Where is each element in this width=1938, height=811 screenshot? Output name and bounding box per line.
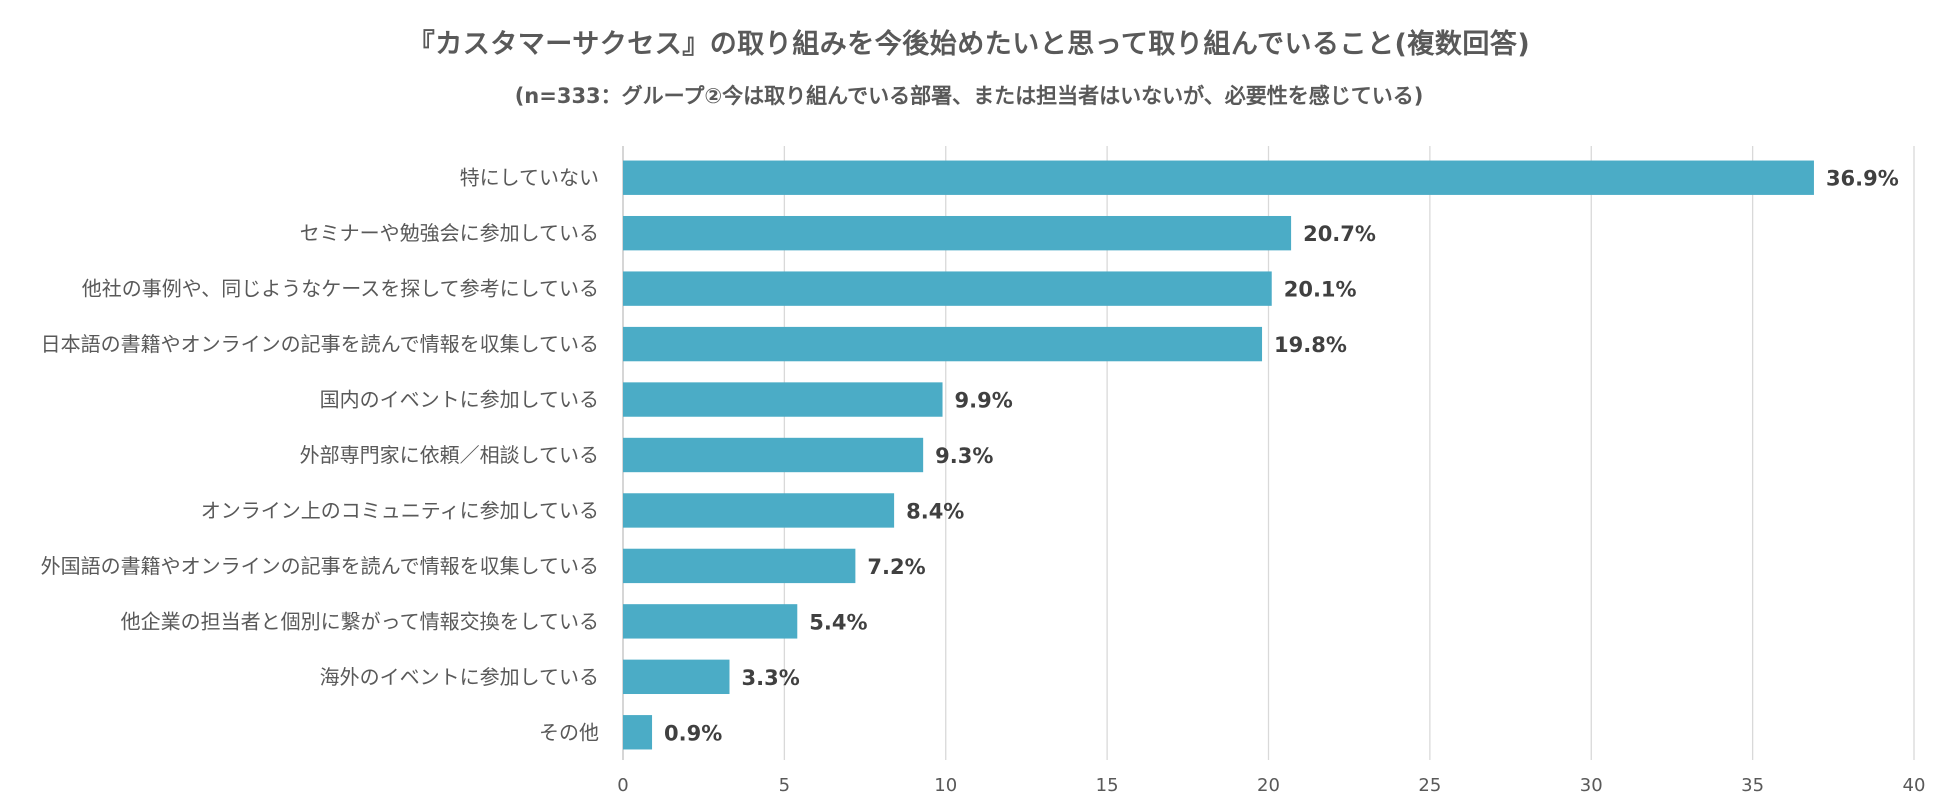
- category-label: 特にしていない: [460, 166, 599, 190]
- x-tick-label: 10: [934, 775, 957, 796]
- data-label: 8.4%: [906, 499, 964, 523]
- x-tick-label: 15: [1096, 775, 1119, 796]
- bar: [623, 493, 895, 528]
- bar: [623, 271, 1272, 306]
- bar: [623, 548, 856, 584]
- bar: [623, 604, 798, 639]
- data-label: 5.4%: [809, 610, 867, 634]
- category-label: オンライン上のコミュニティに参加している: [201, 498, 599, 522]
- category-label: その他: [539, 720, 599, 744]
- data-label: 19.8%: [1274, 333, 1347, 357]
- data-label: 9.9%: [955, 389, 1013, 413]
- chart-subtitle: (n=333：グループ②今は取り組んでいる部署、または担当者はいないが、必要性を…: [514, 84, 1424, 108]
- data-label: 20.1%: [1284, 278, 1357, 302]
- category-label: 他企業の担当者と個別に繋がって情報交換をしている: [121, 609, 599, 633]
- chart-title: 『カスタマーサクセス』の取り組みを今後始めたいと思って取り組んでいること(複数回…: [407, 29, 1531, 60]
- x-tick-label: 30: [1580, 775, 1603, 796]
- bar: [623, 715, 653, 750]
- bar: [623, 382, 943, 417]
- x-tick-label: 25: [1418, 775, 1441, 796]
- x-tick-label: 0: [617, 775, 628, 796]
- x-tick-label: 5: [779, 775, 790, 796]
- category-label: 海外のイベントに参加している: [320, 665, 599, 689]
- bar: [623, 326, 1263, 362]
- bar: [623, 437, 924, 473]
- category-label: 外部専門家に依頼／相談している: [300, 443, 599, 467]
- x-tick-label: 35: [1741, 775, 1764, 796]
- x-tick-label: 40: [1903, 775, 1926, 796]
- bar: [623, 215, 1292, 251]
- category-label: 他社の事例や、同じようなケースを探して参考にしている: [82, 277, 599, 301]
- data-label: 3.3%: [742, 666, 800, 690]
- category-label: 国内のイベントに参加している: [320, 388, 599, 412]
- data-label: 36.9%: [1826, 167, 1899, 191]
- x-tick-label: 20: [1257, 775, 1280, 796]
- bar: [623, 659, 730, 695]
- data-label: 9.3%: [935, 444, 993, 468]
- bar: [623, 160, 1814, 195]
- data-label: 7.2%: [867, 555, 925, 579]
- category-label: 日本語の書籍やオンラインの記事を読んで情報を収集している: [41, 332, 599, 356]
- category-label: 外国語の書籍やオンラインの記事を読んで情報を収集している: [41, 554, 599, 578]
- data-label: 0.9%: [664, 721, 722, 745]
- category-label: セミナーや勉強会に参加している: [300, 221, 599, 245]
- data-label: 20.7%: [1303, 222, 1376, 246]
